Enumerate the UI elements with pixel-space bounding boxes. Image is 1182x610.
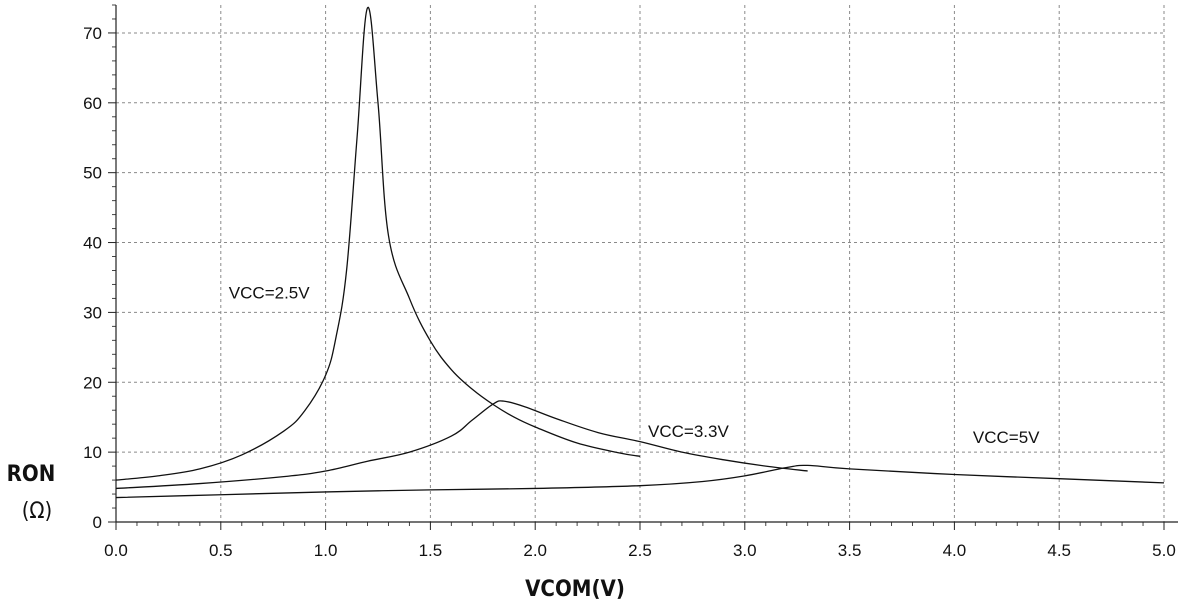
y-tick-label: 60 xyxy=(83,94,102,113)
series-line xyxy=(115,464,1165,499)
series-label: VCC=2.5V xyxy=(229,283,310,302)
y-axis-unit: (Ω) xyxy=(22,499,53,524)
x-tick-label: 2.0 xyxy=(523,541,547,560)
y-tick-label: 50 xyxy=(83,164,102,183)
y-tick-label: 30 xyxy=(83,303,102,322)
x-tick-label: 1.0 xyxy=(314,541,338,560)
series-label: VCC=3.3V xyxy=(648,422,729,441)
x-tick-label: 3.0 xyxy=(733,541,757,560)
minor-ticks xyxy=(112,4,1144,526)
y-tick-label: 10 xyxy=(83,443,102,462)
series-line xyxy=(115,400,808,490)
y-tick-label: 70 xyxy=(83,24,102,43)
x-tick-label: 4.5 xyxy=(1047,541,1071,560)
x-tick-label: 5.0 xyxy=(1152,541,1176,560)
y-tick-label: 0 xyxy=(93,513,102,532)
y-tick-label: 40 xyxy=(83,234,102,253)
x-tick-label: 1.5 xyxy=(419,541,443,560)
series-lines xyxy=(115,7,1165,499)
x-tick-label: 3.5 xyxy=(838,541,862,560)
x-tick-label: 2.5 xyxy=(628,541,652,560)
axes xyxy=(108,5,1178,530)
x-tick-label: 0.0 xyxy=(104,541,128,560)
series-line xyxy=(115,7,641,481)
y-tick-label: 20 xyxy=(83,373,102,392)
tick-labels: 0.0 0.5 1.0 1.5 2.0 2.5 3.0 3.5 4.0 4.5 5.0 0 10 20 30… xyxy=(83,24,1176,560)
x-axis-title: VCOM(V) xyxy=(525,577,625,602)
x-tick-label: 0.5 xyxy=(209,541,233,560)
series-label: VCC=5V xyxy=(973,428,1040,447)
y-axis-title: RON xyxy=(7,462,56,487)
x-tick-label: 4.0 xyxy=(943,541,967,560)
grid xyxy=(116,5,1165,522)
